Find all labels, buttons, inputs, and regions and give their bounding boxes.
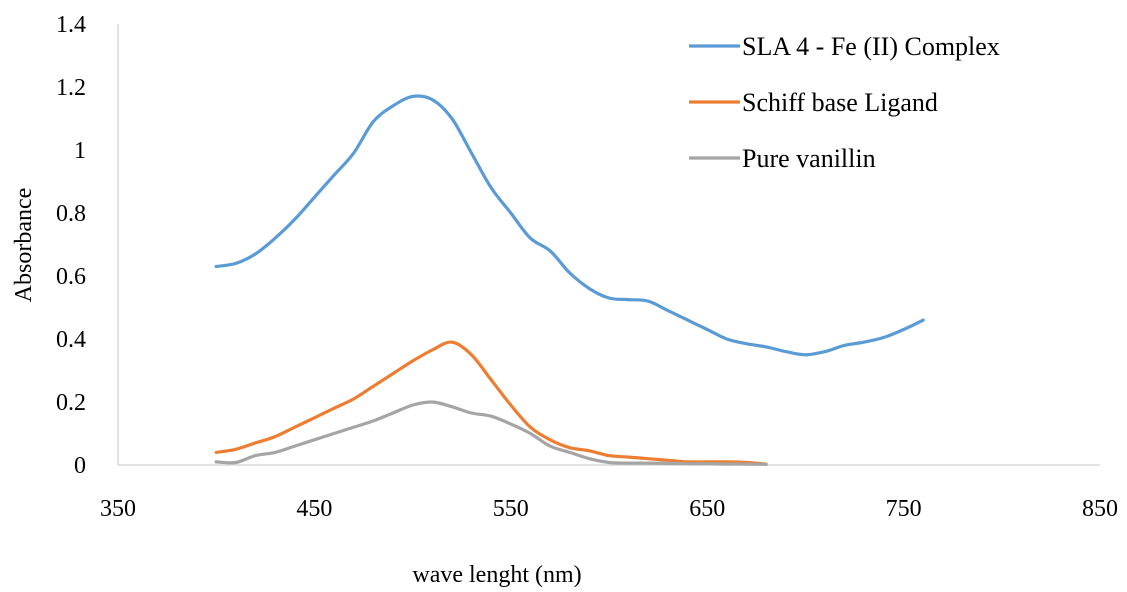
y-tick-label: 0.4 <box>56 327 86 353</box>
x-tick-label: 750 <box>886 496 922 522</box>
legend-label-schiff-base-ligand: Schiff base Ligand <box>742 88 938 117</box>
series-line-sla4-fe-complex <box>214 94 925 357</box>
x-tick-labels: 350 450 550 650 750 850 <box>100 496 1118 522</box>
legend-label-sla4-fe-complex: SLA 4 - Fe (II) Complex <box>742 32 1000 61</box>
x-tick-label: 350 <box>100 496 136 522</box>
y-tick-label: 0 <box>74 453 86 479</box>
legend: SLA 4 - Fe (II) Complex Schiff base Ligan… <box>689 32 1000 173</box>
y-tick-labels: 0 0.2 0.4 0.6 0.8 1 1.2 1.4 <box>56 12 86 479</box>
series-line-schiff-base-ligand <box>214 340 768 466</box>
y-axis-title: Absorbance <box>11 188 37 303</box>
x-tick-label: 450 <box>296 496 332 522</box>
series-line-pure-vanillin <box>214 400 768 466</box>
x-tick-label: 650 <box>689 496 725 522</box>
legend-label-pure-vanillin: Pure vanillin <box>742 144 876 173</box>
x-axis-title: wave lenght (nm) <box>412 562 581 588</box>
x-tick-label: 850 <box>1082 496 1118 522</box>
y-tick-label: 0.6 <box>56 264 86 290</box>
y-tick-label: 1 <box>74 138 86 164</box>
y-tick-label: 0.2 <box>56 390 86 416</box>
y-tick-label: 1.4 <box>56 12 86 38</box>
series-lines <box>214 94 925 466</box>
y-tick-label: 1.2 <box>56 75 86 101</box>
axes <box>117 24 1100 466</box>
y-tick-label: 0.8 <box>56 201 86 227</box>
x-tick-label: 550 <box>493 496 529 522</box>
